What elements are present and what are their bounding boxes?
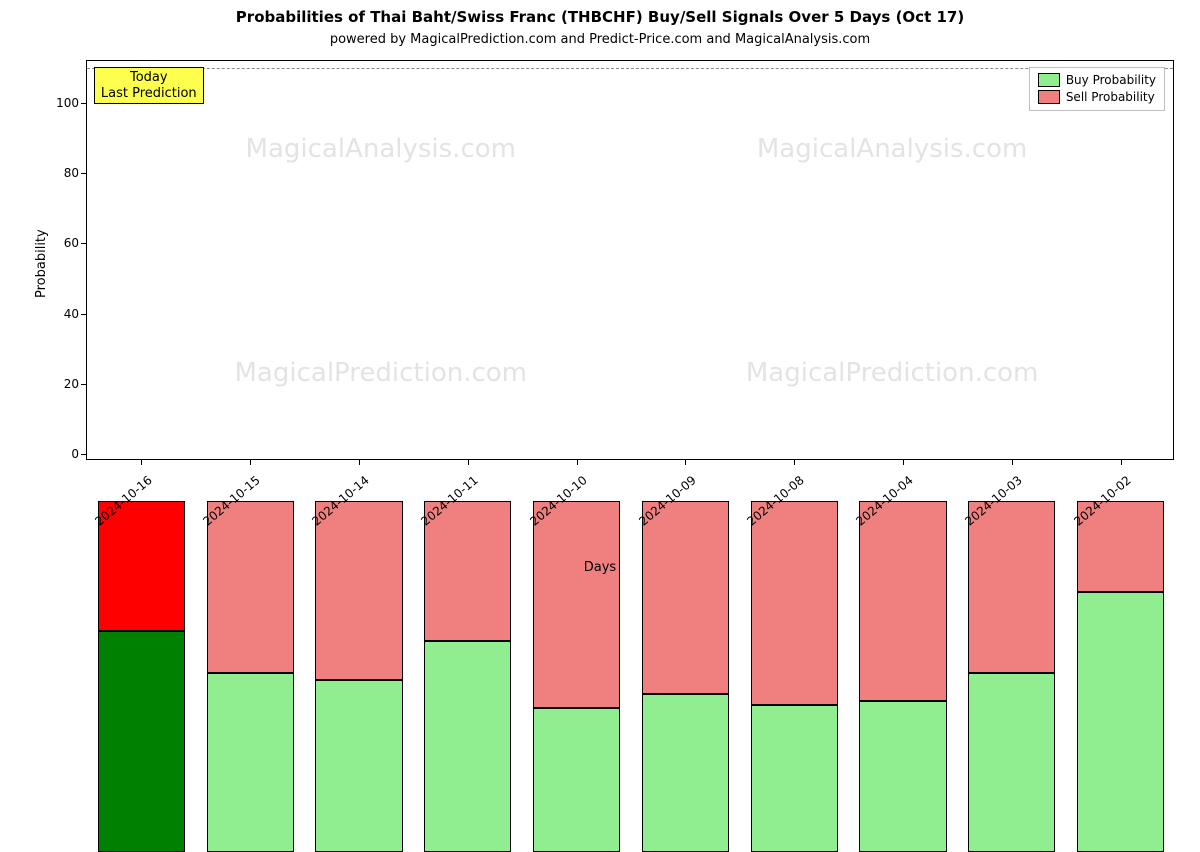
bar-buy bbox=[751, 705, 838, 852]
callout-line: Last Prediction bbox=[101, 86, 197, 102]
bar-sell bbox=[315, 501, 402, 680]
watermark-text: MagicalPrediction.com bbox=[235, 358, 528, 388]
chart-title: Probabilities of Thai Baht/Swiss Franc (… bbox=[0, 8, 1200, 26]
y-tick-label: 80 bbox=[64, 166, 87, 180]
x-tick bbox=[359, 459, 360, 465]
bar-buy bbox=[533, 708, 620, 852]
legend-item: Buy Probability bbox=[1038, 72, 1156, 89]
watermark-text: MagicalAnalysis.com bbox=[246, 134, 516, 164]
x-axis-label: Days bbox=[0, 560, 1200, 575]
legend-label: Buy Probability bbox=[1066, 72, 1156, 89]
legend: Buy ProbabilitySell Probability bbox=[1029, 67, 1165, 111]
bar-buy bbox=[207, 673, 294, 852]
x-tick bbox=[903, 459, 904, 465]
legend-swatch bbox=[1038, 90, 1060, 104]
chart-container: { "canvas": { "width": 1200, "height": 6… bbox=[0, 0, 1200, 600]
legend-swatch bbox=[1038, 73, 1060, 87]
y-tick-label: 60 bbox=[64, 236, 87, 250]
legend-item: Sell Probability bbox=[1038, 89, 1156, 106]
x-tick bbox=[468, 459, 469, 465]
x-tick bbox=[1121, 459, 1122, 465]
bar-sell bbox=[859, 501, 946, 701]
legend-label: Sell Probability bbox=[1066, 89, 1155, 106]
bar-buy bbox=[642, 694, 729, 852]
bar-buy bbox=[98, 631, 185, 852]
bar-sell bbox=[968, 501, 1055, 673]
x-tick bbox=[1012, 459, 1013, 465]
bar-buy bbox=[859, 701, 946, 852]
grid-line bbox=[87, 68, 1173, 69]
y-axis-label: Probability bbox=[34, 229, 49, 298]
today-callout: TodayLast Prediction bbox=[94, 67, 204, 104]
bar-buy bbox=[424, 641, 511, 852]
watermark-text: MagicalPrediction.com bbox=[746, 358, 1039, 388]
bar-sell bbox=[207, 501, 294, 673]
bar-sell bbox=[533, 501, 620, 708]
chart-subtitle: powered by MagicalPrediction.com and Pre… bbox=[0, 32, 1200, 47]
plot-area: 0204060801002024-10-162024-10-152024-10-… bbox=[86, 60, 1174, 460]
y-tick-label: 0 bbox=[71, 447, 87, 461]
bar-sell bbox=[751, 501, 838, 705]
x-tick bbox=[577, 459, 578, 465]
watermark-text: MagicalAnalysis.com bbox=[757, 134, 1027, 164]
y-tick-label: 20 bbox=[64, 377, 87, 391]
bar-buy bbox=[315, 680, 402, 852]
callout-line: Today bbox=[101, 70, 197, 86]
x-tick bbox=[794, 459, 795, 465]
y-tick-label: 40 bbox=[64, 307, 87, 321]
y-tick-label: 100 bbox=[56, 96, 87, 110]
bar-buy bbox=[968, 673, 1055, 852]
x-tick bbox=[685, 459, 686, 465]
bar-sell bbox=[642, 501, 729, 694]
x-tick bbox=[250, 459, 251, 465]
x-tick bbox=[141, 459, 142, 465]
bar-buy bbox=[1077, 592, 1164, 852]
